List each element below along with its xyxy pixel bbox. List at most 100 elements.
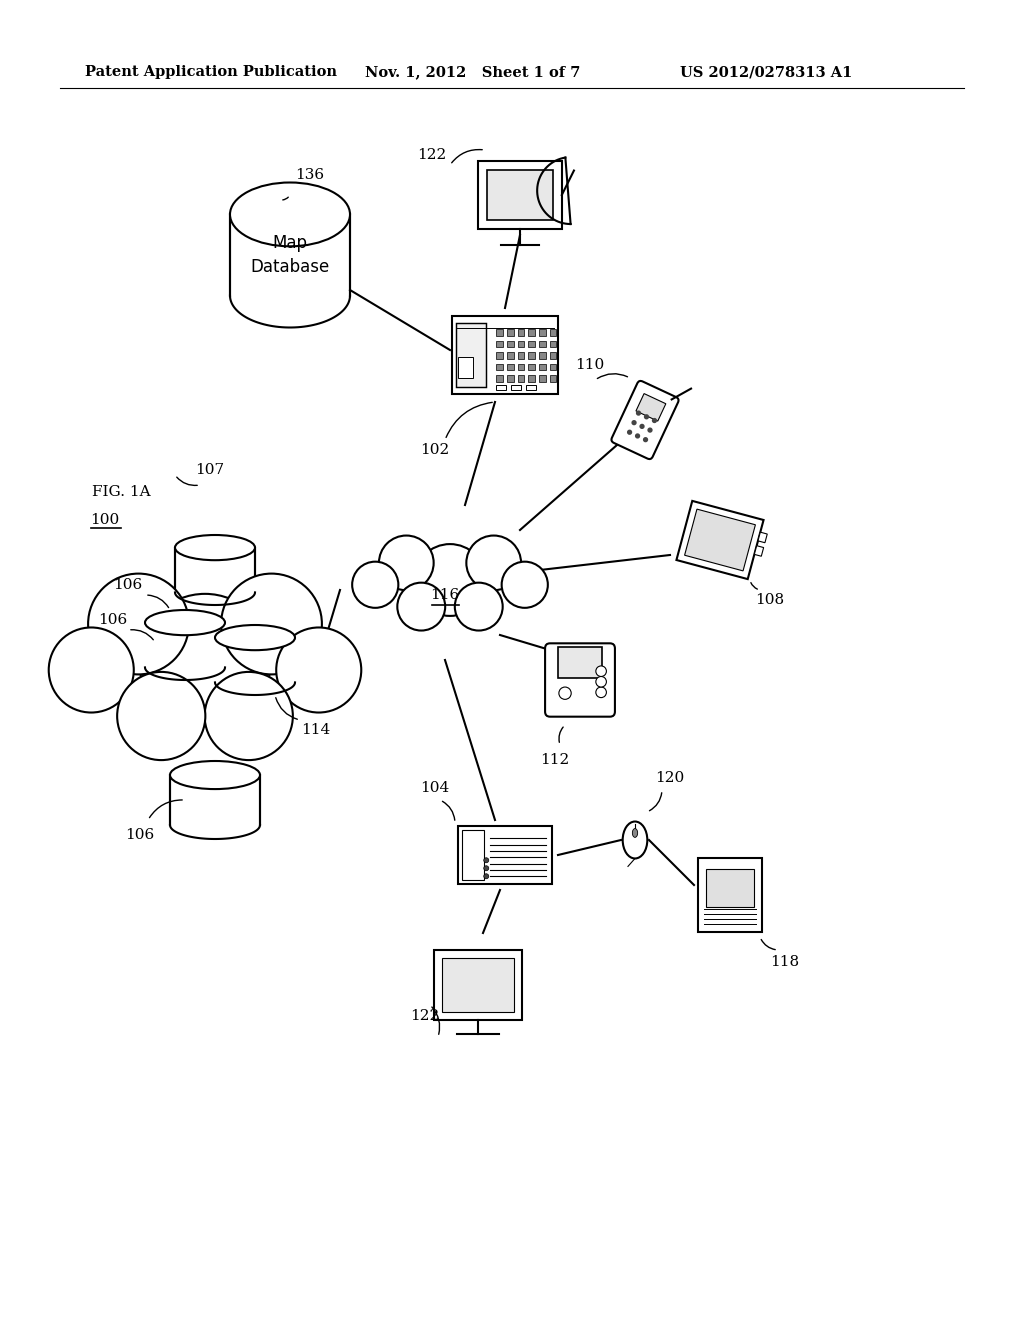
Bar (497, 341, 503, 347)
Bar (539, 375, 546, 381)
Bar (459, 358, 473, 378)
Bar (539, 363, 546, 370)
Bar (539, 352, 546, 359)
Circle shape (647, 428, 652, 433)
Bar (550, 329, 556, 335)
Circle shape (221, 574, 322, 675)
Bar (497, 363, 503, 370)
Bar (497, 352, 503, 359)
Bar (517, 341, 524, 347)
Circle shape (644, 414, 649, 420)
Bar (507, 329, 513, 335)
Bar (230, 214, 350, 296)
Text: 108: 108 (756, 593, 784, 607)
Bar (539, 341, 546, 347)
Circle shape (483, 866, 488, 871)
Circle shape (502, 562, 548, 607)
Circle shape (652, 418, 657, 424)
Bar (487, 170, 553, 219)
Bar (507, 341, 513, 347)
Circle shape (483, 858, 488, 863)
Bar (497, 329, 503, 335)
Text: 112: 112 (541, 752, 569, 767)
Bar (175, 548, 255, 593)
Circle shape (596, 686, 606, 697)
Circle shape (379, 536, 433, 590)
Bar (677, 500, 764, 579)
Circle shape (559, 686, 571, 700)
Text: Patent Application Publication: Patent Application Publication (85, 65, 337, 79)
Ellipse shape (633, 829, 638, 837)
Text: 120: 120 (655, 771, 685, 785)
Circle shape (596, 676, 606, 686)
Bar (507, 363, 513, 370)
Bar (517, 363, 524, 370)
Text: 104: 104 (421, 781, 450, 795)
Text: 106: 106 (114, 578, 142, 591)
Circle shape (205, 672, 293, 760)
Bar (685, 510, 756, 570)
Bar (758, 532, 767, 543)
Text: FIG. 1A: FIG. 1A (92, 484, 151, 499)
Bar (434, 950, 522, 1020)
Text: 118: 118 (770, 954, 800, 969)
Text: 100: 100 (90, 513, 120, 527)
Bar (550, 363, 556, 370)
Ellipse shape (170, 762, 260, 789)
Bar (215, 638, 295, 682)
Bar (456, 322, 485, 387)
Text: Database: Database (251, 257, 330, 276)
Circle shape (635, 433, 640, 438)
Circle shape (627, 429, 632, 434)
Circle shape (596, 665, 606, 676)
Circle shape (88, 574, 188, 675)
Bar (528, 329, 535, 335)
Text: 114: 114 (301, 723, 331, 737)
Bar (755, 545, 764, 556)
Bar (636, 393, 666, 421)
Bar (462, 830, 484, 880)
Bar (511, 385, 521, 389)
Circle shape (414, 544, 486, 616)
Bar (526, 385, 536, 389)
FancyBboxPatch shape (545, 643, 615, 717)
Circle shape (643, 437, 648, 442)
Bar (528, 352, 535, 359)
Bar (550, 375, 556, 381)
Bar (507, 352, 513, 359)
Bar (528, 375, 535, 381)
Circle shape (639, 424, 645, 429)
Bar (458, 826, 552, 884)
Bar (558, 647, 601, 678)
Ellipse shape (175, 535, 255, 560)
Ellipse shape (215, 624, 295, 651)
Bar (517, 329, 524, 335)
Bar (550, 352, 556, 359)
Bar (442, 957, 514, 1012)
Bar (539, 329, 546, 335)
Bar (497, 385, 506, 389)
Circle shape (455, 582, 503, 631)
Text: US 2012/0278313 A1: US 2012/0278313 A1 (680, 65, 852, 79)
Bar (145, 623, 225, 668)
Text: 122: 122 (411, 1008, 439, 1023)
Circle shape (276, 627, 361, 713)
Text: 106: 106 (125, 828, 155, 842)
Circle shape (632, 420, 637, 425)
Text: 107: 107 (196, 463, 224, 477)
FancyBboxPatch shape (611, 381, 679, 459)
Bar (507, 375, 513, 381)
Circle shape (139, 594, 271, 726)
Ellipse shape (623, 821, 647, 858)
Text: 136: 136 (296, 168, 325, 182)
Text: 116: 116 (430, 587, 460, 602)
Text: 106: 106 (98, 612, 128, 627)
Circle shape (49, 627, 134, 713)
Circle shape (397, 582, 445, 631)
Bar (707, 869, 754, 907)
Ellipse shape (230, 182, 350, 247)
Bar (517, 352, 524, 359)
Bar (497, 375, 503, 381)
Ellipse shape (145, 610, 225, 635)
Text: Map: Map (272, 234, 307, 252)
